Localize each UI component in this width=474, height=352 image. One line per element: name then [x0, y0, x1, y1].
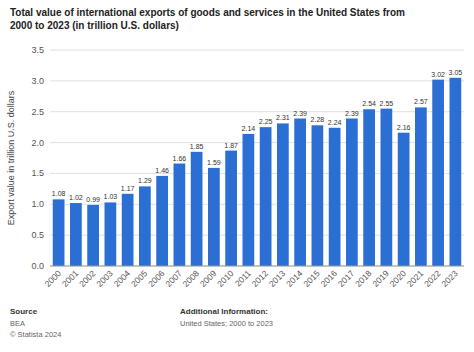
- x-tick-label: 2016: [319, 268, 340, 289]
- bar: [225, 151, 237, 266]
- x-tick-label: 2017: [336, 268, 357, 289]
- bar: [312, 125, 324, 266]
- bar: [191, 152, 203, 266]
- x-tick-label: 2022: [422, 268, 443, 289]
- data-label: 2.31: [276, 114, 290, 121]
- x-tick-label: 2005: [129, 268, 150, 289]
- bar: [294, 119, 306, 266]
- data-label: 1.87: [224, 142, 238, 149]
- data-label: 3.02: [431, 71, 445, 78]
- y-tick-label: 0.0: [31, 261, 44, 271]
- annotation: BEA: [10, 319, 25, 328]
- bar: [53, 199, 65, 266]
- bar: [87, 205, 99, 266]
- data-label: 2.54: [362, 100, 376, 107]
- chart: Total value of international exports of …: [0, 0, 474, 352]
- grid-line: [50, 50, 464, 51]
- bar: [260, 127, 272, 266]
- bar: [329, 128, 341, 266]
- bar: [139, 186, 151, 266]
- x-tick-label: 2020: [388, 268, 409, 289]
- bar: [381, 109, 393, 266]
- x-tick-label: 2002: [77, 268, 98, 289]
- annotation: © Statista 2024: [10, 330, 61, 339]
- data-label: 1.08: [52, 190, 66, 197]
- y-tick-label: 3.0: [31, 76, 44, 86]
- annotations: Source BEA © Statista 2024 Additional Infor…: [10, 307, 273, 339]
- title: Total value of international exports of …: [10, 7, 405, 31]
- y-tick-label: 0.5: [31, 230, 44, 240]
- bar: [432, 80, 444, 266]
- data-label: 1.85: [190, 143, 204, 150]
- x-tick-label: 2000: [43, 268, 64, 289]
- grid-line: [50, 80, 464, 81]
- x-tick-label: 2012: [250, 268, 271, 289]
- bar: [208, 168, 220, 266]
- grid-line: [50, 266, 464, 267]
- data-label: 1.59: [207, 159, 221, 166]
- y-tick-label: 1.0: [31, 199, 44, 209]
- x-tick-label: 2021: [405, 268, 426, 289]
- data-label: 1.02: [69, 194, 83, 201]
- bar: [415, 107, 427, 266]
- y-tick-label: 2.5: [31, 107, 44, 117]
- data-label: 2.39: [293, 110, 307, 117]
- data-label: 3.05: [449, 69, 463, 76]
- x-tick-label: 2007: [163, 268, 184, 289]
- bar: [398, 133, 410, 266]
- annotation: Additional Information:: [180, 307, 268, 316]
- x-tick-label: 2018: [353, 268, 374, 289]
- x-tick-label: 2015: [301, 268, 322, 289]
- data-label: 2.24: [328, 119, 342, 126]
- x-tick-label: 2010: [215, 268, 236, 289]
- bar: [105, 202, 117, 266]
- data-label: 1.03: [104, 193, 118, 200]
- data-label: 2.14: [242, 125, 256, 132]
- x-tick-label: 2003: [94, 268, 115, 289]
- data-label: 0.99: [86, 196, 100, 203]
- data-label: 2.39: [345, 110, 359, 117]
- bar: [363, 109, 375, 266]
- bar: [122, 194, 134, 266]
- background: [0, 0, 474, 352]
- grid-line: [50, 111, 464, 112]
- x-axis-line: [50, 266, 464, 267]
- x-tick-label: 2019: [370, 268, 391, 289]
- data-label: 1.46: [155, 167, 169, 174]
- x-tick-label: 2014: [284, 268, 305, 289]
- y-tick-label: 2.0: [31, 138, 44, 148]
- bar: [156, 176, 168, 266]
- data-label: 2.16: [397, 124, 411, 131]
- x-tick-label: 2011: [233, 268, 253, 288]
- x-tick-label: 2008: [181, 268, 202, 289]
- x-tick-label: 2004: [112, 268, 133, 289]
- data-labels: 1.081.020.99 1.031.171.291.46 1.661.85 1.59…: [52, 69, 462, 203]
- x-tick-label: 2023: [439, 268, 460, 289]
- y-axis-label: Export value in trillion U.S. dollars: [6, 90, 16, 225]
- bar: [277, 123, 289, 266]
- bar: [243, 134, 255, 266]
- data-label: 1.29: [138, 177, 152, 184]
- x-axis: 2000200120022003200420052006200720082009…: [43, 268, 460, 289]
- y-tick-label: 1.5: [31, 168, 44, 178]
- x-tick-label: 2006: [146, 268, 167, 289]
- data-label: 1.17: [121, 185, 135, 192]
- bar: [174, 164, 186, 266]
- bar: [450, 78, 462, 266]
- annotation: United States; 2000 to 2023: [180, 319, 273, 328]
- x-tick-label: 2001: [60, 268, 81, 289]
- data-label: 2.55: [380, 100, 394, 107]
- data-label: 1.66: [173, 155, 187, 162]
- data-label: 2.28: [311, 116, 325, 123]
- bar: [346, 119, 358, 266]
- x-tick-label: 2009: [198, 268, 219, 289]
- y-tick-label: 3.5: [31, 45, 44, 55]
- annotation: Source: [10, 307, 38, 316]
- x-tick-label: 2013: [267, 268, 288, 289]
- data-label: 2.57: [414, 98, 428, 105]
- y-axis: 0.0 0.5 1.0 1.5 2.0 2.5 3.0 3.5: [31, 45, 464, 271]
- data-label: 2.25: [259, 118, 273, 125]
- bars: [53, 78, 461, 266]
- bar: [70, 203, 82, 266]
